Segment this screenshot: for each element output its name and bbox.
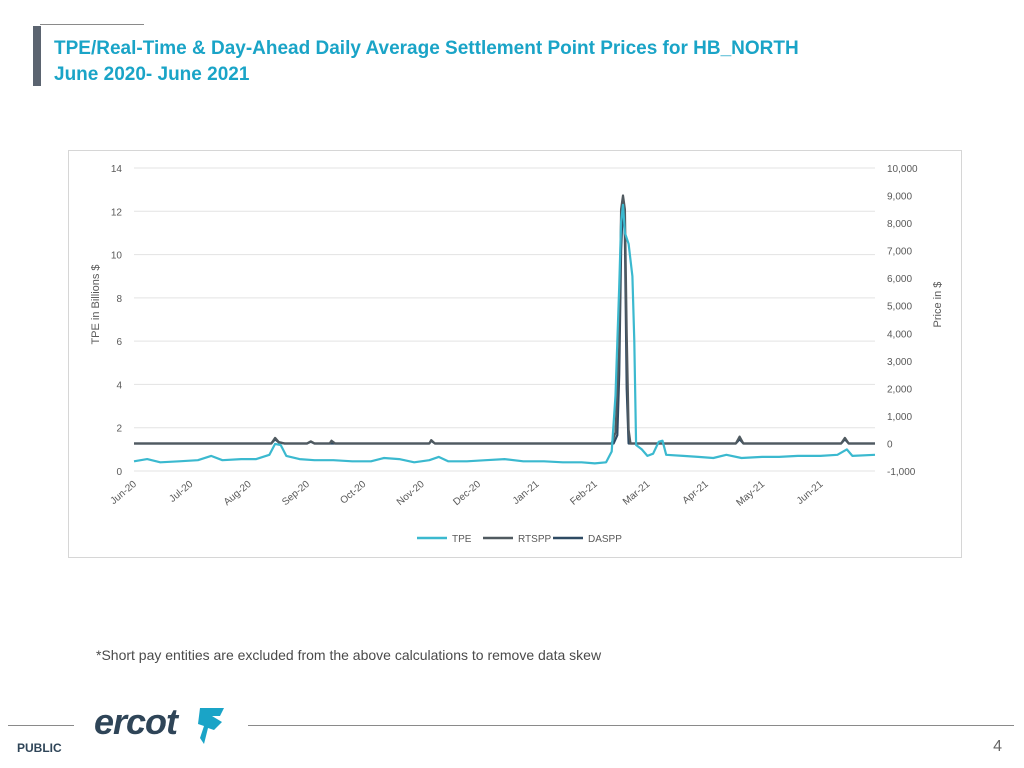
- slide-title: TPE/Real-Time & Day-Ahead Daily Average …: [54, 36, 994, 88]
- chart-container: 0 2 4 6 8 10 12 14 -1,000 0 1,000 2,000 3,000 4,000 5,…: [68, 150, 962, 558]
- logo-wordmark: ercot: [94, 701, 180, 742]
- title-accent-bar: [33, 26, 41, 86]
- ercot-logo: ercot: [94, 698, 234, 750]
- y-left-tick-label: 14: [111, 164, 123, 175]
- y-right-tick-label: 9,000: [887, 192, 912, 203]
- y-right-tick-label: 7,000: [887, 247, 912, 258]
- y-left-tick-label: 12: [111, 207, 123, 218]
- title-top-rule: [40, 24, 144, 25]
- x-tick-label: Oct-20: [338, 479, 368, 507]
- y-left-tick-label: 0: [116, 467, 122, 478]
- y-left-tick-label: 8: [116, 294, 122, 305]
- x-tick-label: Mar-21: [621, 479, 653, 508]
- series-line-rtspp: [134, 194, 875, 445]
- y-left-tick-label: 6: [116, 337, 122, 348]
- y-right-tick-label: 2,000: [887, 384, 912, 395]
- public-label: PUBLIC: [17, 741, 62, 755]
- slide-title-line2: June 2020- June 2021: [54, 64, 250, 85]
- legend-label-tpe: TPE: [452, 534, 472, 545]
- y-right-tick-label: 0: [887, 439, 893, 450]
- footer-rule-right: [248, 725, 1014, 726]
- x-tick-label: Dec-20: [451, 479, 483, 508]
- ercot-texas-star-logo-icon: ercot: [94, 701, 224, 744]
- y-right-tick-label: 6,000: [887, 274, 912, 285]
- y-left-tick-label: 4: [116, 380, 122, 391]
- y-left-tick-label: 10: [111, 251, 123, 262]
- y-right-tick-label: 10,000: [887, 164, 918, 175]
- y-right-tick-label: 1,000: [887, 412, 912, 423]
- footer-rule-left: [8, 725, 74, 726]
- x-tick-label: Jun-21: [795, 479, 826, 507]
- x-tick-label: Jul-20: [167, 479, 195, 505]
- x-tick-label: Apr-21: [681, 479, 711, 507]
- legend-label-daspp: DASPP: [588, 534, 622, 545]
- slide-title-line1: TPE/Real-Time & Day-Ahead Daily Average …: [54, 38, 799, 59]
- line-chart: 0 2 4 6 8 10 12 14 -1,000 0 1,000 2,000 3,000 4,000 5,…: [90, 164, 944, 545]
- y-right-tick-label: 3,000: [887, 357, 912, 368]
- x-tick-label: Aug-20: [222, 479, 254, 508]
- texas-star-mark: [198, 708, 224, 744]
- footnote: *Short pay entities are excluded from th…: [96, 647, 602, 663]
- x-tick-label: Jan-21: [511, 479, 542, 507]
- series-line-daspp: [134, 199, 875, 445]
- page-number: 4: [993, 738, 1002, 755]
- series-line-tpe: [133, 203, 876, 465]
- x-tick-label: Jun-20: [108, 479, 139, 507]
- y-left-tick-label: 2: [116, 424, 122, 435]
- y-right-tick-label: 4,000: [887, 329, 912, 340]
- y-right-tick-label: -1,000: [887, 467, 916, 478]
- y-right-axis-title: Price in $: [932, 282, 944, 328]
- y-right-tick-label: 8,000: [887, 219, 912, 230]
- legend-label-rtspp: RTSPP: [518, 534, 551, 545]
- y-left-axis-title: TPE in Billions $: [90, 264, 102, 344]
- x-tick-label: Sep-20: [280, 479, 312, 508]
- x-tick-label: Nov-20: [395, 479, 427, 508]
- x-tick-label: May-21: [734, 479, 767, 509]
- x-tick-label: Feb-21: [568, 479, 600, 508]
- y-right-tick-label: 5,000: [887, 302, 912, 313]
